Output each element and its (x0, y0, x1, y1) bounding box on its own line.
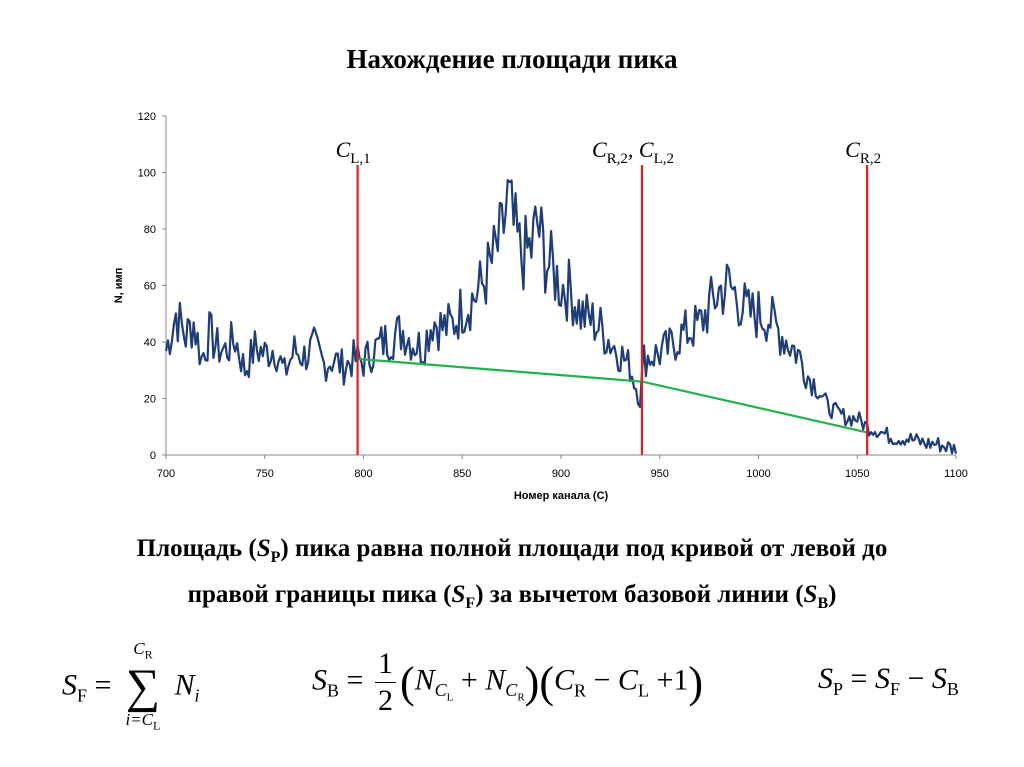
series-line-baseline (357, 357, 868, 434)
x-tick-label: 1100 (944, 468, 968, 480)
x-tick-label: 950 (651, 468, 669, 480)
y-tick-label: 80 (144, 224, 156, 236)
formula-sb: SB = 1 2 (NCL + NCR)(CR − CL +1) (312, 646, 704, 719)
x-tick-label: 1050 (845, 468, 869, 480)
x-tick-label: 1000 (746, 468, 770, 480)
summation: CR ∑ i=CL (125, 639, 161, 733)
chart-axes: 0 20 40 60 80 100 120 700 750 800 850 900 950 1000 105… (138, 111, 968, 480)
spectrum-chart: 0 20 40 60 80 100 120 700 750 800 850 900 950 1000 105… (113, 111, 968, 502)
y-tick-label: 20 (144, 394, 156, 406)
description-line-2: правой границы пика (SF) за вычетом базо… (187, 581, 837, 612)
x-tick-label: 900 (552, 468, 570, 480)
description-line-1: Площадь (SP) пика равна полной площади п… (136, 535, 888, 566)
x-tick-label: 750 (256, 468, 274, 480)
marker-label: CL,1 (336, 137, 371, 167)
x-tick-label: 700 (157, 468, 175, 480)
description-text: Площадь (SP) пика равна полной площади п… (40, 530, 984, 622)
chart-markers: CL,1 CR,2, CL,2 CR,2 (336, 137, 881, 455)
marker-label: CR,2, CL,2 (592, 137, 674, 167)
marker-label: CR,2 (845, 137, 881, 167)
y-axis-label: N, имп (113, 268, 125, 304)
y-tick-label: 120 (138, 111, 156, 123)
page-title: Нахождение площади пика (346, 44, 678, 74)
y-tick-label: 0 (150, 450, 156, 462)
chart-series (164, 179, 958, 455)
y-tick-label: 40 (144, 337, 156, 349)
formula-sp: SP = SF − SB (818, 662, 959, 699)
y-tick-label: 60 (144, 281, 156, 293)
x-tick-label: 850 (453, 468, 471, 480)
x-tick-label: 800 (354, 468, 372, 480)
y-tick-label: 100 (138, 168, 156, 180)
x-axis-label: Номер канала (С) (514, 490, 609, 502)
series-line-spectrum (164, 179, 958, 455)
formula-sf: SF = CR ∑ i=CL Ni (62, 639, 200, 733)
